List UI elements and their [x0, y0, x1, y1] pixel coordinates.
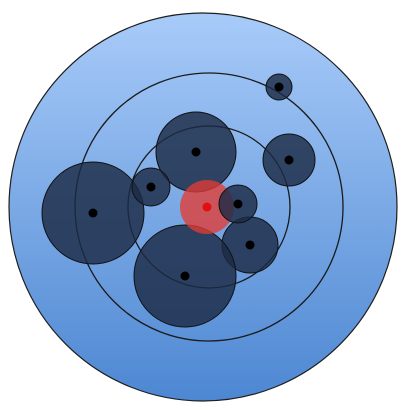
body-left-large: [41, 161, 145, 265]
body-top-right-small: [265, 73, 293, 101]
body-bottom-large: [133, 224, 237, 328]
body-left-small: [131, 167, 171, 207]
focus-red: [180, 180, 234, 234]
body-right: [262, 133, 316, 187]
body-center-small: [218, 184, 258, 224]
bodies-group: [41, 73, 316, 328]
